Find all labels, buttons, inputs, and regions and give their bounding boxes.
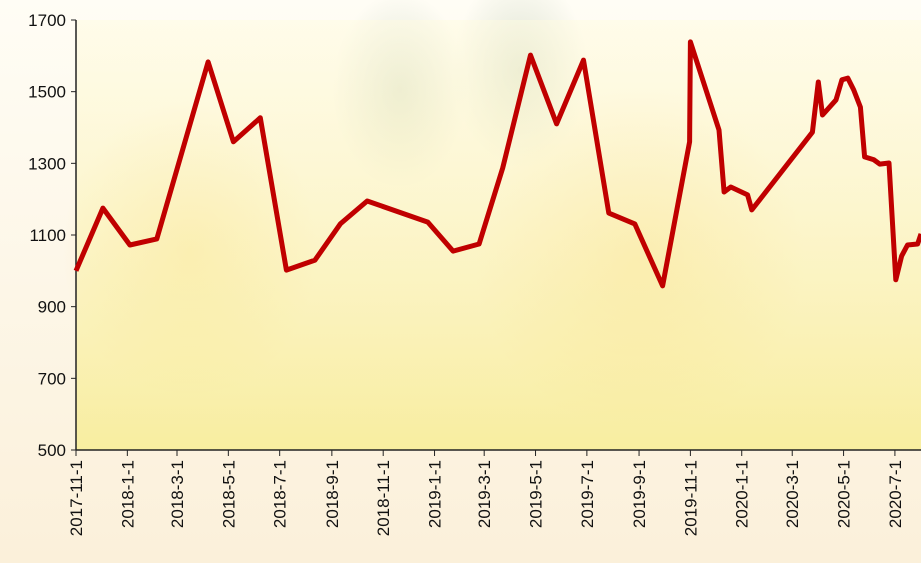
x-tick-label: 2018-1-1 bbox=[118, 460, 137, 528]
y-tick-label: 500 bbox=[38, 441, 66, 460]
x-tick-label: 2020-1-1 bbox=[733, 460, 752, 528]
x-tick-label: 2018-11-1 bbox=[374, 460, 393, 536]
y-tick-label: 1100 bbox=[29, 226, 66, 245]
y-tick-label: 1500 bbox=[28, 83, 66, 102]
y-tick-label: 1700 bbox=[28, 11, 66, 30]
chart: 500 700 900 1100 1300 1500 1700 2017-11-1 2018-1… bbox=[0, 0, 921, 563]
x-tick-label: 2020-3-1 bbox=[783, 460, 802, 528]
x-tick-label: 2019-3-1 bbox=[475, 460, 494, 528]
x-tick-label: 2017-11-1 bbox=[67, 460, 86, 536]
x-tick-label: 2018-9-1 bbox=[323, 460, 342, 528]
y-tick-label: 1300 bbox=[28, 154, 66, 173]
x-tick-label: 2019-9-1 bbox=[630, 460, 649, 528]
x-tick-label: 2019-11-1 bbox=[681, 460, 700, 536]
x-tick-label: 2020-7-1 bbox=[886, 460, 905, 528]
x-tick-label: 2019-1-1 bbox=[426, 460, 445, 528]
x-tick-label: 2018-5-1 bbox=[219, 460, 238, 528]
y-tick-label: 700 bbox=[38, 369, 66, 388]
x-tick-label: 2018-3-1 bbox=[168, 460, 187, 528]
x-tick-label: 2018-7-1 bbox=[271, 460, 290, 528]
x-tick-label: 2019-5-1 bbox=[527, 460, 546, 528]
x-tick-label: 2020-5-1 bbox=[835, 460, 854, 528]
y-tick-label: 900 bbox=[38, 298, 66, 317]
x-tick-label: 2019-7-1 bbox=[578, 460, 597, 528]
